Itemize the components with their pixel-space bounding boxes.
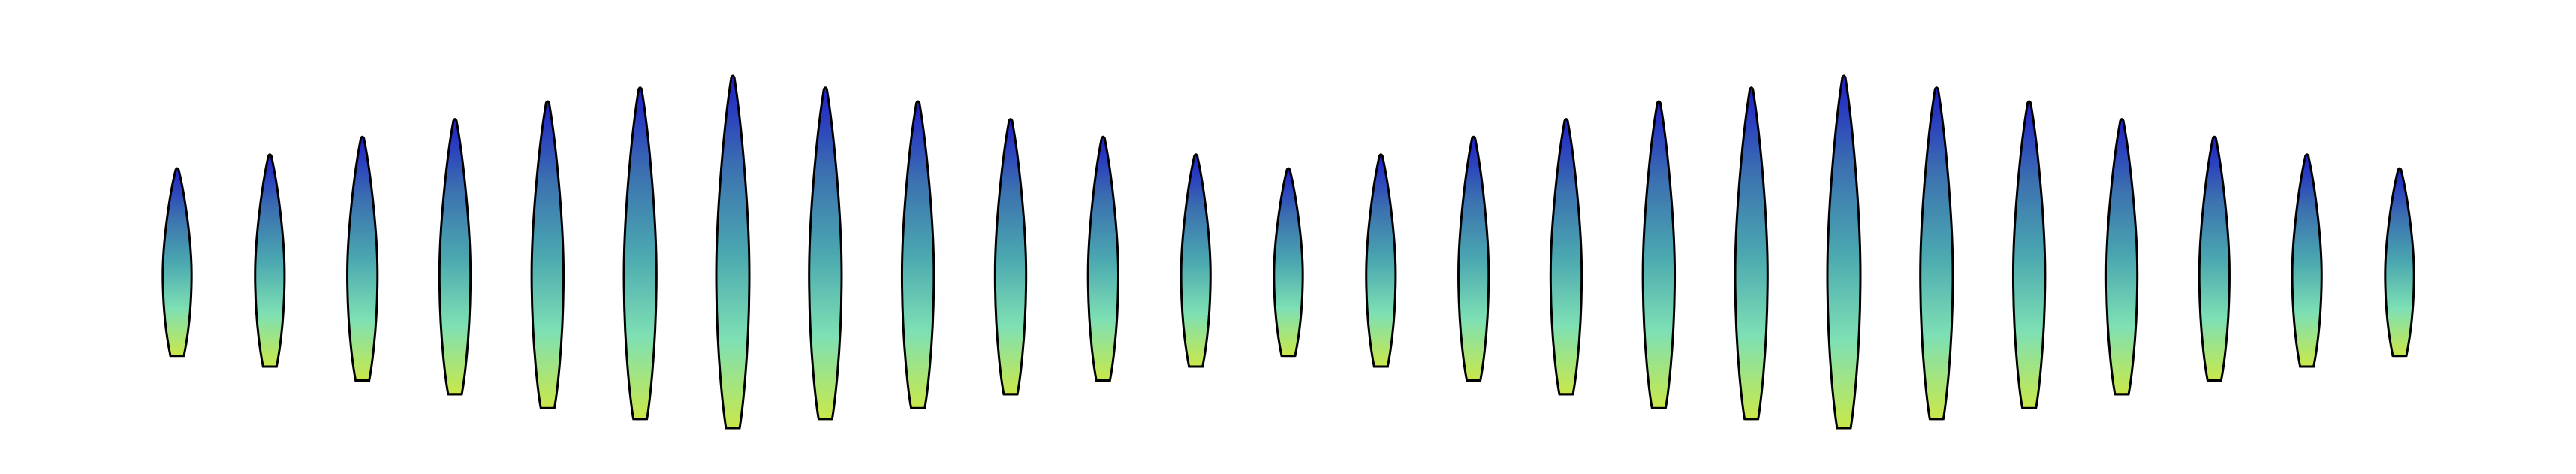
spindle-shape [2011,100,2047,409]
spindle-shape [346,135,379,382]
spindle-shape [530,100,565,409]
spindle-shape [1273,167,1304,358]
spindle-shape [1457,135,1490,382]
spindle-shape [715,74,751,430]
spindle-shape [1365,153,1397,368]
spindle-shape [2384,167,2415,358]
spindle-shape [2198,135,2231,382]
spindle-shape [438,118,472,396]
spindle-shape [900,100,935,409]
spindle-shape [2104,118,2139,396]
spindle-group [161,74,2415,430]
spindle-shape [161,167,193,358]
spindle-shape [254,153,286,368]
spindle-shape [2291,153,2323,368]
spindle-shape [1734,86,1769,421]
spindle-shape [1826,74,1862,430]
spindle-shape [1919,86,1954,421]
spindle-shape [1641,100,1677,409]
spindle-shape [1086,135,1119,382]
spindle-shape [1180,153,1212,368]
spindle-shape [1549,118,1583,396]
spindle-shape [993,118,1028,396]
spindle-shape [808,86,843,421]
spindle-shape [622,86,658,421]
